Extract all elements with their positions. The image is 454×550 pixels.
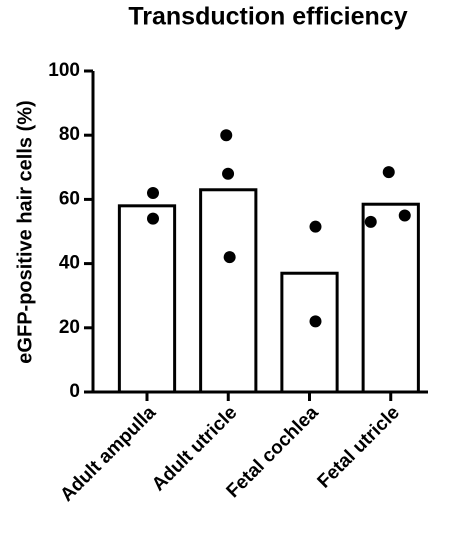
data-point (147, 212, 159, 225)
x-tick-label: Fetal utricle (314, 402, 404, 492)
y-tick-label: 100 (48, 60, 80, 81)
y-axis-label: eGFP-positive hair cells (%) (14, 100, 36, 363)
data-point (364, 215, 377, 228)
data-point (309, 315, 322, 328)
y-tick-label: 20 (59, 317, 80, 338)
data-point (398, 209, 411, 222)
bar (117, 204, 177, 394)
y-tick-label: 80 (59, 124, 80, 145)
y-tick-label: 40 (59, 253, 80, 274)
data-point (309, 220, 322, 233)
chart-title: Transduction efficiency (128, 3, 407, 31)
data-point (222, 167, 235, 180)
data-point (223, 251, 236, 264)
bar (361, 202, 420, 394)
bar (280, 271, 339, 394)
data-point (220, 129, 233, 142)
y-tick-label: 60 (59, 188, 80, 209)
y-tick-label: 0 (69, 381, 80, 402)
data-point (382, 166, 395, 179)
bar (199, 188, 258, 394)
data-point (147, 186, 159, 199)
x-tick-label: Adult ampulla (56, 402, 160, 506)
